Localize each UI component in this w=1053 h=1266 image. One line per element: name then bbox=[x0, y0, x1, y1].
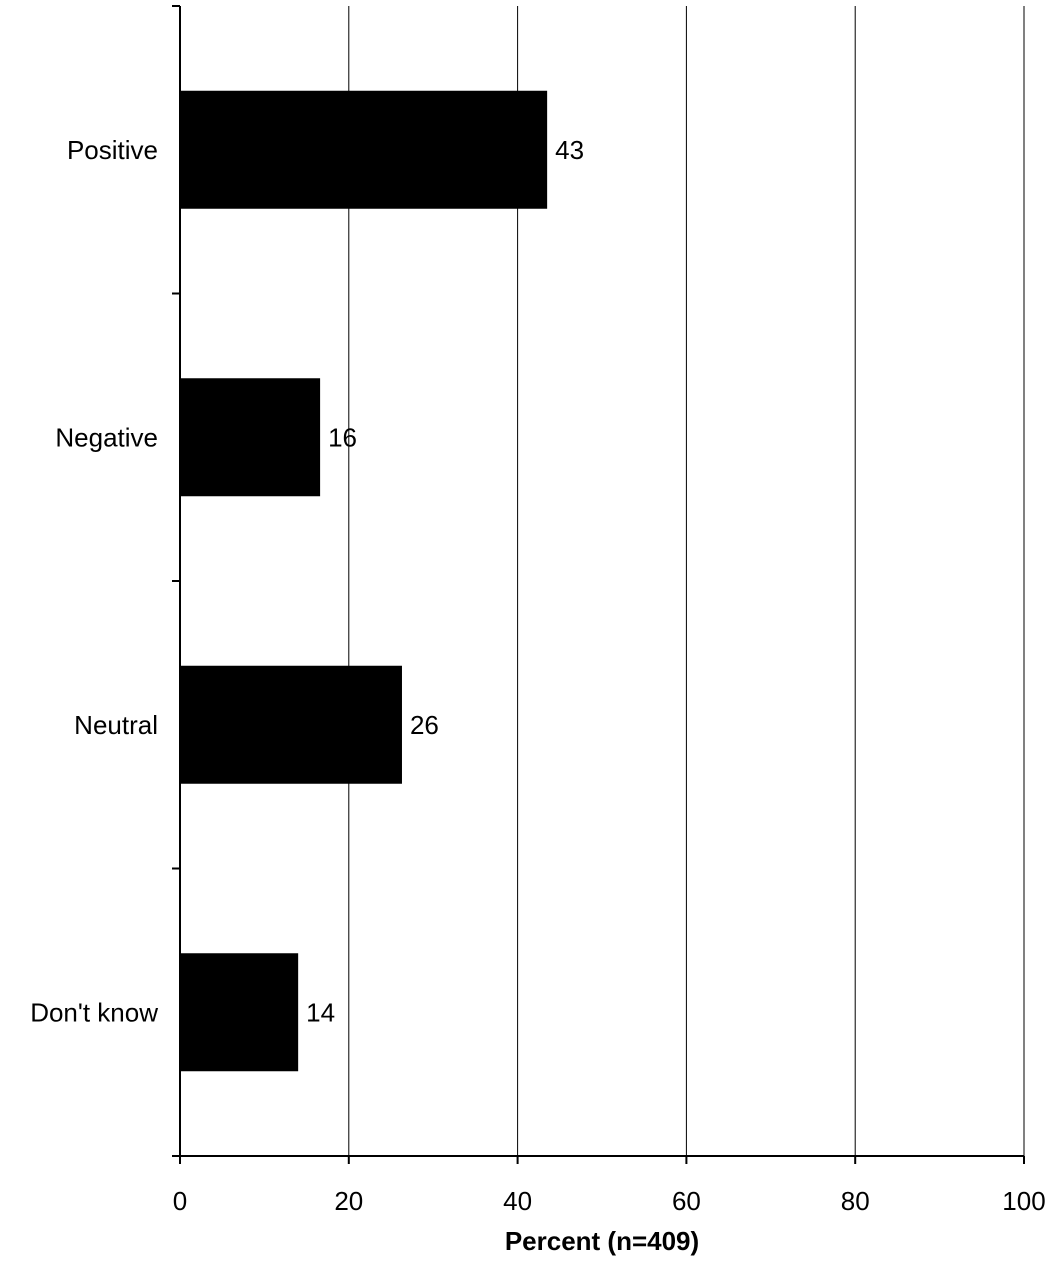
category-label: Neutral bbox=[74, 710, 158, 740]
category-label: Positive bbox=[67, 135, 158, 165]
data-label: 16 bbox=[328, 422, 357, 452]
bar bbox=[180, 953, 299, 1072]
category-label: Don't know bbox=[30, 997, 158, 1027]
bars bbox=[180, 90, 548, 1072]
x-tick-label: 40 bbox=[503, 1186, 532, 1216]
x-tick-label: 80 bbox=[841, 1186, 870, 1216]
x-tick-label: 0 bbox=[173, 1186, 187, 1216]
data-label: 43 bbox=[555, 135, 584, 165]
data-label: 14 bbox=[306, 997, 335, 1027]
x-tick-label: 20 bbox=[334, 1186, 363, 1216]
x-tick-label: 60 bbox=[672, 1186, 701, 1216]
x-axis-title: Percent (n=409) bbox=[505, 1226, 699, 1256]
x-tick-label: 100 bbox=[1002, 1186, 1045, 1216]
ticks bbox=[172, 5, 1025, 1164]
bar bbox=[180, 90, 548, 209]
data-label: 26 bbox=[410, 710, 439, 740]
bar bbox=[180, 378, 321, 497]
category-label: Negative bbox=[55, 422, 158, 452]
bar bbox=[180, 665, 402, 784]
labels: 0 20 40 60 80 100 Positive 43 Negative 16 Neutral 2… bbox=[30, 135, 1046, 1216]
